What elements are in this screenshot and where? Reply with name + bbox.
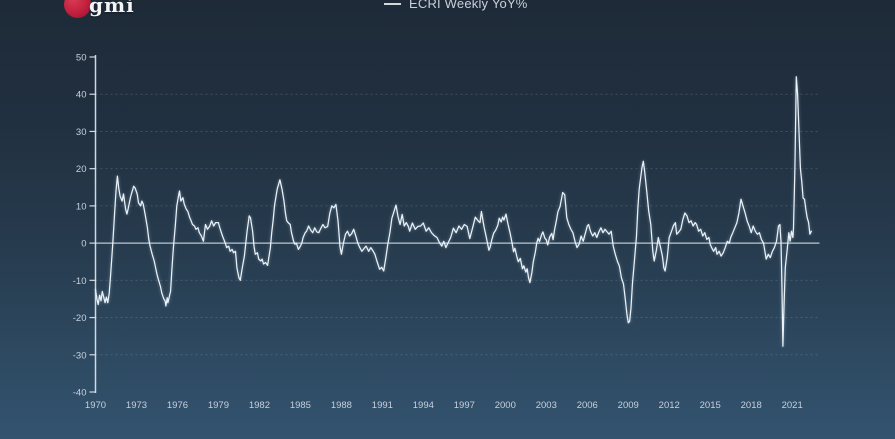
x-tick-label-2021: 2021 (782, 400, 803, 411)
y-tick-label--20: -20 (73, 313, 87, 324)
series-line-ecri-weekly-yoy (94, 76, 812, 347)
y-tick-label--40: -40 (73, 388, 87, 399)
x-tick-label-1979: 1979 (208, 400, 229, 411)
x-tick-label-2003: 2003 (536, 400, 557, 411)
x-tick-label-2012: 2012 (659, 400, 680, 411)
legend-item-ecri-weekly-yoy[interactable]: ECRI Weekly YoY% (384, 0, 528, 11)
x-tick-label-1985: 1985 (290, 400, 311, 411)
x-tick-label-2018: 2018 (741, 400, 762, 411)
x-tick-label-2015: 2015 (700, 400, 721, 411)
x-tick-label-1976: 1976 (167, 400, 188, 411)
y-tick-label-30: 30 (76, 127, 87, 138)
legend-series-label: ECRI Weekly YoY% (409, 0, 528, 11)
y-tick-label--10: -10 (73, 276, 87, 287)
y-tick-label--30: -30 (73, 350, 87, 361)
x-tick-label-2006: 2006 (577, 400, 598, 411)
x-tick-label-1973: 1973 (126, 400, 147, 411)
x-tick-label-1970: 1970 (85, 400, 106, 411)
y-tick-label-0: 0 (81, 239, 86, 250)
y-tick-label-50: 50 (76, 53, 87, 64)
x-tick-label-2009: 2009 (618, 400, 639, 411)
y-tick-label-20: 20 (76, 164, 87, 175)
y-tick-label-40: 40 (76, 90, 87, 101)
gmi-logo-circle-icon (64, 0, 91, 18)
x-tick-label-1994: 1994 (413, 400, 434, 411)
x-tick-label-2000: 2000 (495, 400, 516, 411)
x-tick-label-1991: 1991 (372, 400, 393, 411)
gmi-logo-text: gmi (89, 0, 135, 17)
x-tick-label-1997: 1997 (454, 400, 475, 411)
x-tick-label-1982: 1982 (249, 400, 270, 411)
x-tick-label-1988: 1988 (331, 400, 352, 411)
legend-line-swatch-icon (384, 2, 401, 5)
y-tick-label-10: 10 (76, 201, 87, 212)
